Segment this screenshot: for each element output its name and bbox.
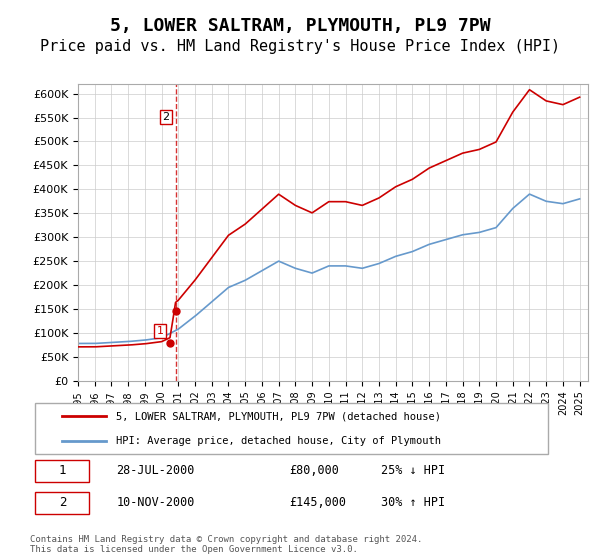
Text: 10-NOV-2000: 10-NOV-2000 [116, 496, 195, 509]
Text: 30% ↑ HPI: 30% ↑ HPI [381, 496, 445, 509]
Text: 5, LOWER SALTRAM, PLYMOUTH, PL9 7PW: 5, LOWER SALTRAM, PLYMOUTH, PL9 7PW [110, 17, 490, 35]
Text: 5, LOWER SALTRAM, PLYMOUTH, PL9 7PW (detached house): 5, LOWER SALTRAM, PLYMOUTH, PL9 7PW (det… [116, 411, 442, 421]
FancyBboxPatch shape [35, 403, 548, 454]
Text: 28-JUL-2000: 28-JUL-2000 [116, 464, 195, 477]
Text: 1: 1 [59, 464, 66, 477]
Text: 2: 2 [59, 496, 66, 509]
Text: Contains HM Land Registry data © Crown copyright and database right 2024.
This d: Contains HM Land Registry data © Crown c… [30, 535, 422, 554]
FancyBboxPatch shape [35, 492, 89, 514]
Text: £80,000: £80,000 [289, 464, 339, 477]
Text: £145,000: £145,000 [289, 496, 346, 509]
FancyBboxPatch shape [35, 460, 89, 482]
Text: HPI: Average price, detached house, City of Plymouth: HPI: Average price, detached house, City… [116, 436, 442, 446]
Text: 25% ↓ HPI: 25% ↓ HPI [381, 464, 445, 477]
Text: Price paid vs. HM Land Registry's House Price Index (HPI): Price paid vs. HM Land Registry's House … [40, 39, 560, 54]
Text: 2: 2 [162, 112, 169, 122]
Text: 1: 1 [157, 326, 164, 336]
